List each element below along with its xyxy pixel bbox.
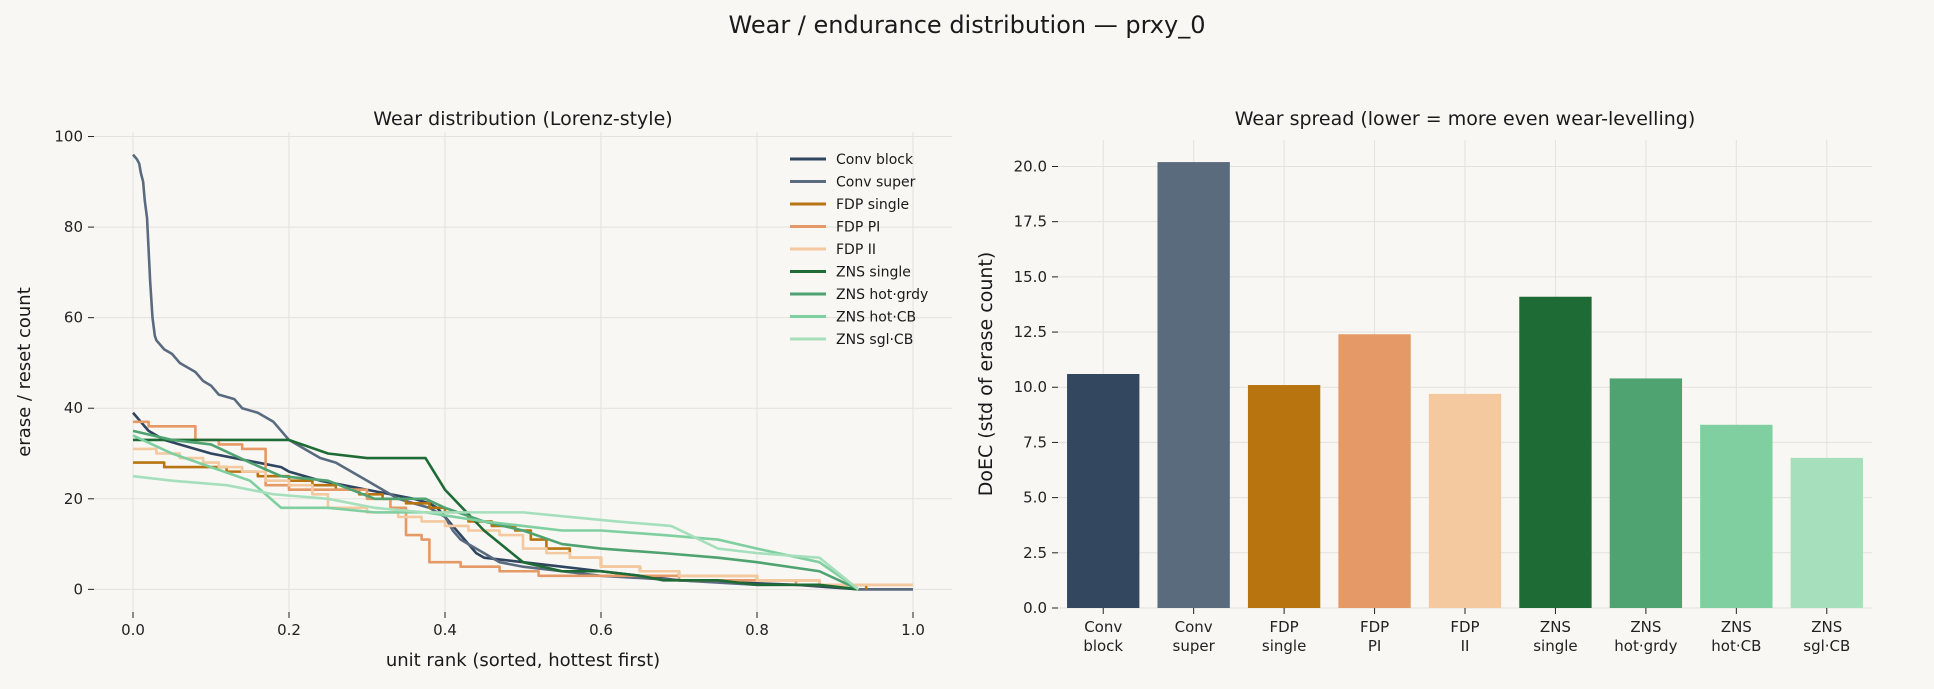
legend-label: Conv super (836, 175, 916, 191)
x-tick-label: 1.0 (901, 621, 925, 639)
chart-title: Wear spread (lower = more even wear-leve… (1235, 108, 1696, 130)
series-line (132, 429, 859, 591)
category-label: II (1461, 637, 1470, 655)
legend-label: FDP single (836, 197, 909, 213)
category-label: super (1173, 637, 1216, 655)
legend-label: ZNS hot·grdy (836, 287, 928, 303)
category-label: ZNS (1721, 618, 1752, 636)
category-label: ZNS (1630, 618, 1661, 636)
y-tick-label: 17.5 (1014, 213, 1047, 231)
bar (1247, 385, 1321, 608)
x-tick-label: 0.8 (745, 621, 769, 639)
category-label: hot·CB (1711, 637, 1761, 655)
category-label: sgl·CB (1803, 637, 1850, 655)
x-tick-label: 0.6 (589, 621, 613, 639)
series-line (133, 438, 859, 591)
legend-label: ZNS sgl·CB (836, 332, 913, 348)
bar (1338, 334, 1411, 608)
figure-title: Wear / endurance distribution — prxy_0 (729, 11, 1206, 39)
bar (1609, 378, 1683, 608)
y-tick-label: 20.0 (1014, 157, 1047, 175)
bar (1519, 296, 1592, 608)
y-tick-label: 0.0 (1023, 599, 1047, 617)
legend-label: FDP PI (836, 220, 880, 236)
series-line (132, 153, 913, 591)
bar (1790, 457, 1863, 608)
legend-label: ZNS single (836, 265, 911, 281)
series-line (132, 434, 860, 591)
bar (1700, 424, 1773, 608)
category-label: hot·grdy (1614, 637, 1677, 655)
y-tick-label: 10.0 (1014, 378, 1047, 396)
y-tick-label: 15.0 (1014, 268, 1047, 286)
category-label: PI (1368, 637, 1381, 655)
series-line (133, 447, 913, 587)
wear-distribution-chart: 0.0 0.2 0.4 0.6 0.8 1.0 0 20 40 60 80 100 Wear distr… (14, 108, 952, 671)
y-axis-label: DoEC (std of erase count) (975, 252, 997, 497)
legend-label: ZNS hot·CB (836, 310, 916, 326)
category-label: FDP (1450, 618, 1479, 636)
bar (1157, 162, 1230, 608)
y-tick-label: 0 (73, 580, 83, 598)
category-label: FDP (1360, 618, 1389, 636)
bar (1067, 374, 1140, 608)
y-tick-label: 100 (54, 128, 83, 146)
category-label: ZNS (1540, 618, 1571, 636)
y-tick-label: 7.5 (1023, 433, 1047, 451)
x-tick-label: 0.0 (121, 621, 145, 639)
x-tick-label: 0.2 (277, 621, 301, 639)
category-label: FDP (1269, 618, 1298, 636)
category-label: single (1533, 637, 1577, 655)
wear-spread-chart: 0.02.55.07.510.012.515.017.520.0Convbloc… (975, 108, 1872, 655)
y-tick-label: 20 (64, 490, 83, 508)
category-label: single (1262, 637, 1306, 655)
series-line (133, 420, 913, 587)
series-line (132, 474, 860, 591)
chart-title: Wear distribution (Lorenz-style) (373, 108, 672, 130)
y-tick-label: 12.5 (1014, 323, 1047, 341)
y-axis-label: erase / reset count (14, 287, 35, 457)
y-tick-label: 80 (64, 218, 83, 236)
y-tick-label: 40 (64, 399, 83, 417)
x-tick-label: 0.4 (433, 621, 457, 639)
x-axis-label: unit rank (sorted, hottest first) (386, 650, 660, 671)
legend-label: FDP II (836, 242, 876, 258)
category-label: Conv (1175, 618, 1213, 636)
y-tick-label: 2.5 (1023, 544, 1047, 562)
category-label: block (1083, 637, 1123, 655)
y-tick-label: 60 (64, 309, 83, 327)
legend-label: Conv block (836, 152, 914, 168)
category-label: ZNS (1811, 618, 1842, 636)
category-label: Conv (1084, 618, 1122, 636)
y-tick-label: 5.0 (1023, 489, 1047, 507)
bar (1428, 393, 1502, 608)
